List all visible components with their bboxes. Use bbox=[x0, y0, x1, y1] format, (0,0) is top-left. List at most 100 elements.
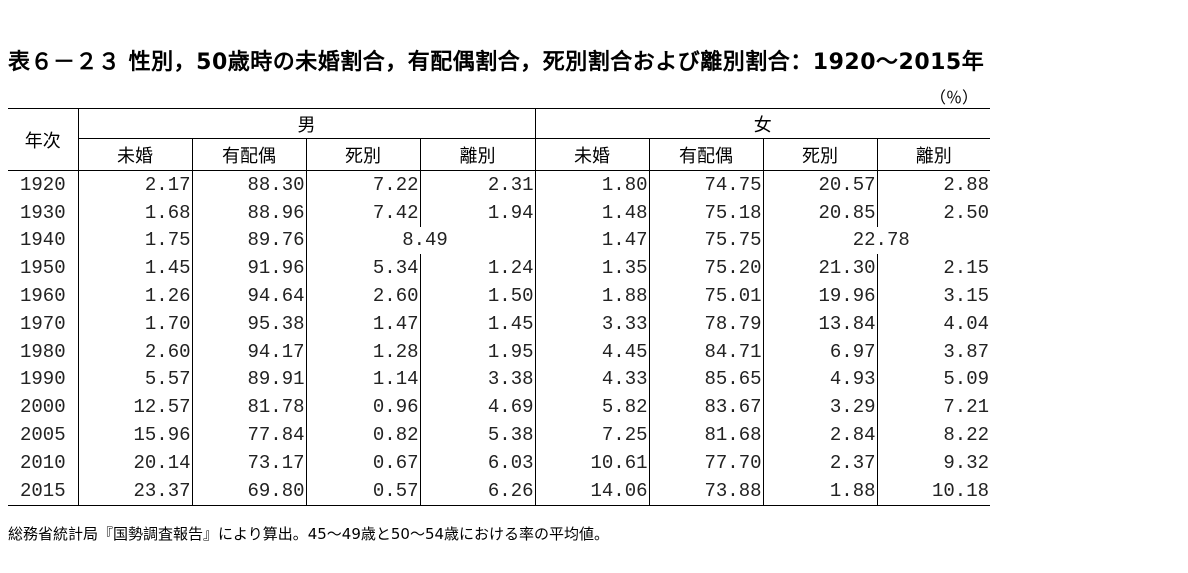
value-cell-male: 1.28 bbox=[306, 337, 421, 366]
year-cell: 1980 bbox=[8, 337, 79, 366]
value-cell-male: 7.22 bbox=[306, 170, 421, 199]
value-cell-female: 78.79 bbox=[649, 309, 764, 338]
value-cell-female: 13.84 bbox=[763, 309, 878, 338]
value-cell-female: 7.21 bbox=[943, 396, 989, 419]
value-cell-male: 2.17 bbox=[78, 170, 193, 199]
value-cell-male: 1.47 bbox=[306, 309, 421, 338]
value-cell-female: 3.33 bbox=[535, 309, 650, 338]
value-cell-male: 81.78 bbox=[192, 393, 307, 422]
value-cell-female: 20.85 bbox=[763, 198, 878, 227]
value-cell-female: 75.75 bbox=[649, 226, 764, 255]
value-cell-female: 21.30 bbox=[763, 254, 878, 283]
value-cell-male: 94.17 bbox=[192, 337, 307, 366]
value-cell-male: 20.14 bbox=[78, 448, 193, 477]
value-cell-female: 77.70 bbox=[649, 448, 764, 477]
value-cell-male: 7.42 bbox=[306, 198, 421, 227]
value-cell-male: 15.96 bbox=[78, 421, 193, 449]
year-cell: 1930 bbox=[8, 198, 79, 227]
value-cell-female: 1.48 bbox=[535, 198, 650, 227]
value-cell-male: 5.38 bbox=[420, 421, 536, 449]
table-row: 1950 1.45 91.96 5.34 1.24 1.35 75.20 21.30 2.15 bbox=[8, 254, 990, 283]
value-cell-male: 88.96 bbox=[192, 198, 307, 227]
value-cell-female: 2.37 bbox=[763, 448, 878, 477]
value-cell-female: 5.09 bbox=[943, 368, 989, 391]
table-row: 1920 2.17 88.30 7.22 2.31 1.80 74.75 20.57 2.88 bbox=[8, 170, 990, 199]
value-cell-female: 75.20 bbox=[649, 254, 764, 283]
value-cell-female: 20.57 bbox=[763, 170, 878, 199]
table-row: 1980 2.60 94.17 1.28 1.95 4.45 84.71 6.97 3.87 bbox=[8, 337, 990, 366]
value-cell-male: 89.91 bbox=[192, 365, 307, 394]
table-row: 1990 5.57 89.91 1.14 3.38 4.33 85.65 4.93 5.09 bbox=[8, 365, 990, 394]
value-cell-male: 1.75 bbox=[78, 226, 193, 255]
value-cell-female: 4.33 bbox=[535, 365, 650, 394]
value-cell-male: 89.76 bbox=[192, 226, 307, 255]
year-cell: 2010 bbox=[8, 448, 79, 477]
value-cell-male: 0.82 bbox=[306, 421, 421, 449]
value-cell-male: 1.24 bbox=[420, 254, 536, 283]
value-cell-male: 69.80 bbox=[192, 476, 307, 506]
value-cell-female: 22.78 bbox=[852, 229, 910, 252]
value-cell-male: 5.57 bbox=[78, 365, 193, 394]
value-cell-female: 73.88 bbox=[649, 476, 764, 506]
value-cell-female: 5.82 bbox=[535, 393, 650, 422]
table-row: 2015 23.37 69.80 0.57 6.26 14.06 73.88 1.88 10.1… bbox=[8, 476, 990, 506]
value-cell-female: 3.87 bbox=[943, 340, 989, 363]
year-cell: 1950 bbox=[8, 254, 79, 283]
value-cell-male: 73.17 bbox=[192, 448, 307, 477]
header-male: 男 bbox=[78, 108, 536, 139]
table-row: 1970 1.70 95.38 1.47 1.45 3.33 78.79 13.84 4.04 bbox=[8, 309, 990, 338]
value-cell-male: 2.60 bbox=[306, 282, 421, 310]
value-cell-female: 1.88 bbox=[535, 282, 650, 310]
subheader-female-3: 死別 bbox=[763, 138, 878, 171]
year-cell: 1960 bbox=[8, 282, 79, 310]
subheader-male-3: 死別 bbox=[306, 138, 421, 171]
value-cell-male: 5.34 bbox=[306, 254, 421, 283]
table-row: 2010 20.14 73.17 0.67 6.03 10.61 77.70 2.37 9.32 bbox=[8, 448, 990, 477]
table-row: 1930 1.68 88.96 7.42 1.94 1.48 75.18 20.85 2.50 bbox=[8, 198, 990, 227]
value-cell-male: 0.67 bbox=[306, 448, 421, 477]
value-cell-female: 9.32 bbox=[943, 451, 989, 474]
value-cell-male: 8.49 bbox=[306, 226, 536, 255]
value-cell-female: 3.29 bbox=[763, 393, 878, 422]
value-cell-female: 1.47 bbox=[535, 226, 650, 255]
subheader-female-1: 未婚 bbox=[535, 138, 650, 171]
value-cell-male: 12.57 bbox=[78, 393, 193, 422]
value-cell-female: 8.22 bbox=[943, 424, 989, 447]
value-cell-female: 4.45 bbox=[535, 337, 650, 366]
value-cell-male: 1.95 bbox=[420, 337, 536, 366]
value-cell-male: 91.96 bbox=[192, 254, 307, 283]
value-cell-female: 10.18 bbox=[931, 479, 989, 502]
value-cell-male: 6.03 bbox=[420, 448, 536, 477]
table-row: 1960 1.26 94.64 2.60 1.50 1.88 75.01 19.96 3.15 bbox=[8, 282, 990, 310]
value-cell-female: 84.71 bbox=[649, 337, 764, 366]
value-cell-male: 23.37 bbox=[78, 476, 193, 506]
value-cell-male: 3.38 bbox=[420, 365, 536, 394]
value-cell-male: 1.70 bbox=[78, 309, 193, 338]
value-cell-female: 7.25 bbox=[535, 421, 650, 449]
marital-status-table: 年次 男 女 未婚 有配偶 死別 離別 未婚 有配偶 死別 離別 1920 2.17 88.30 7… bbox=[8, 108, 990, 506]
value-cell-female: 74.75 bbox=[649, 170, 764, 199]
value-cell-male: 95.38 bbox=[192, 309, 307, 338]
subheader-female-4: 離別 bbox=[877, 138, 990, 171]
value-cell-female: 75.01 bbox=[649, 282, 764, 310]
year-cell: 1940 bbox=[8, 226, 79, 255]
value-cell-female: 1.88 bbox=[763, 476, 878, 506]
value-cell-male: 0.96 bbox=[306, 393, 421, 422]
value-cell-male: 1.26 bbox=[78, 282, 193, 310]
value-cell-female: 2.50 bbox=[943, 201, 989, 224]
table-row: 2005 15.96 77.84 0.82 5.38 7.25 81.68 2.84 8.22 bbox=[8, 421, 990, 449]
value-cell-female: 4.93 bbox=[763, 365, 878, 394]
subheader-male-4: 離別 bbox=[420, 138, 536, 171]
value-cell-female: 19.96 bbox=[763, 282, 878, 310]
value-cell-male: 1.45 bbox=[78, 254, 193, 283]
value-cell-female: 85.65 bbox=[649, 365, 764, 394]
subheader-male-1: 未婚 bbox=[78, 138, 193, 171]
value-cell-female: 6.97 bbox=[763, 337, 878, 366]
header-year: 年次 bbox=[8, 108, 79, 171]
value-cell-male: 94.64 bbox=[192, 282, 307, 310]
year-cell: 1990 bbox=[8, 365, 79, 394]
table-row: 2000 12.57 81.78 0.96 4.69 5.82 83.67 3.29 7.21 bbox=[8, 393, 990, 422]
value-cell-male: 1.14 bbox=[306, 365, 421, 394]
value-cell-male: 88.30 bbox=[192, 170, 307, 199]
year-cell: 1920 bbox=[8, 170, 79, 199]
